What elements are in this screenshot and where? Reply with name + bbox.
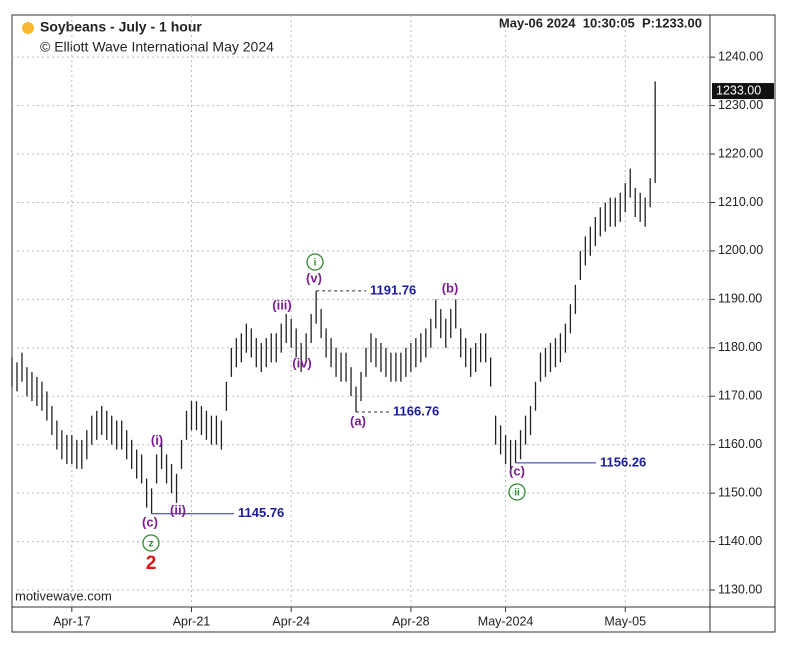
wave-label: i: [314, 258, 317, 269]
x-tick-label: Apr-28: [392, 614, 430, 628]
frame: [11, 14, 776, 633]
chart-subtitle: © Elliott Wave International May 2024: [40, 39, 274, 55]
y-tick-label: 1140.00: [718, 534, 762, 548]
x-tick-label: May-05: [604, 614, 646, 628]
y-tick-label: 1160.00: [718, 437, 762, 451]
last-price-label: 1233.00: [716, 83, 761, 97]
x-tick-label: Apr-17: [53, 614, 91, 628]
x-tick-label: Apr-24: [272, 614, 310, 628]
wave-label: (b): [442, 280, 459, 295]
wave-label: ii: [514, 488, 520, 499]
watermark: motivewave.com: [15, 588, 112, 603]
last-price-box: [712, 83, 774, 100]
wave-circle: [306, 253, 324, 271]
status-dot: [22, 22, 34, 34]
level-label: 1156.26: [600, 454, 646, 469]
wave-label: (iv): [292, 355, 312, 370]
wave-circle: [508, 483, 526, 501]
wave-label: (v): [306, 270, 322, 285]
y-tick-label: 1240.00: [718, 49, 763, 63]
wave-label: 2: [146, 553, 157, 574]
level-label: 1166.76: [393, 403, 439, 418]
y-tick-label: 1150.00: [718, 485, 762, 499]
y-tick-label: 1220.00: [718, 146, 763, 160]
y-tick-label: 1210.00: [718, 195, 763, 209]
y-tick-label: 1190.00: [718, 292, 762, 306]
y-tick-label: 1200.00: [718, 243, 763, 257]
y-tick-label: 1180.00: [718, 340, 762, 354]
x-tick-label: Apr-21: [173, 614, 211, 628]
y-tick-label: 1130.00: [718, 582, 762, 596]
y-tick-label: 1170.00: [718, 389, 762, 403]
wave-label: (iii): [272, 297, 292, 312]
wave-label: (a): [350, 413, 366, 428]
y-tick-label: 1230.00: [718, 98, 763, 112]
level-label: 1191.76: [370, 282, 416, 297]
level-label: 1145.76: [238, 505, 284, 520]
wave-circle: [142, 534, 160, 552]
chart-title: Soybeans - July - 1 hour: [40, 19, 202, 35]
wave-label: (c): [142, 514, 158, 529]
x-tick-label: May-2024: [478, 614, 534, 628]
wave-label: (c): [509, 463, 525, 478]
wave-label: (i): [151, 432, 163, 447]
status-text: May-06 2024 10:30:05 P:1233.00: [499, 15, 702, 30]
wave-label: (ii): [170, 502, 186, 517]
wave-label: z: [149, 539, 154, 550]
